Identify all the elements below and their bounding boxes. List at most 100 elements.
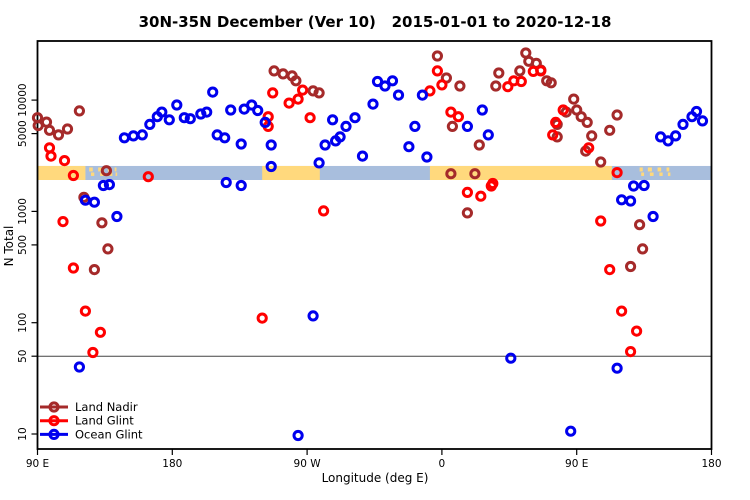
data-point: [219, 132, 231, 144]
data-point: [88, 264, 101, 276]
data-point: [677, 118, 689, 131]
map-band-land: [262, 165, 320, 180]
map-band-island: [649, 172, 654, 176]
data-point: [220, 176, 232, 189]
data-point: [431, 65, 443, 77]
data-point: [142, 171, 154, 183]
data-point: [670, 130, 682, 142]
x-tick-label: 90 E: [26, 458, 49, 470]
map-band-island: [100, 172, 104, 176]
data-point: [136, 129, 148, 141]
y-tick-label: 10: [17, 427, 29, 440]
data-point: [102, 243, 114, 255]
data-point: [514, 65, 526, 77]
data-point: [690, 105, 703, 118]
data-point: [611, 167, 623, 179]
data-point: [252, 104, 264, 117]
x-tick-label: 90 W: [294, 458, 322, 470]
data-point: [616, 305, 628, 317]
data-point: [313, 87, 325, 99]
data-point: [297, 84, 309, 96]
map-band-island: [109, 172, 113, 176]
data-point: [58, 155, 71, 167]
data-point: [156, 106, 168, 118]
data-point: [469, 168, 481, 180]
map-band-island: [647, 167, 652, 172]
chart-title: 30N-35N December (Ver 10) 2015-01-01 to …: [138, 13, 612, 31]
data-point: [290, 75, 302, 87]
y-tick-label: 500: [17, 235, 29, 255]
data-point: [403, 141, 415, 153]
data-point: [73, 105, 86, 117]
data-point: [445, 168, 457, 180]
data-point: [482, 129, 494, 141]
data-point: [473, 139, 485, 151]
map-band-island: [666, 167, 670, 172]
data-point: [431, 50, 443, 62]
data-point: [61, 123, 74, 135]
data-point: [265, 139, 277, 151]
data-point: [625, 195, 637, 207]
data-point: [485, 180, 497, 192]
y-tick-label: 10000: [17, 83, 29, 116]
data-point: [334, 131, 346, 143]
map-band-island: [657, 167, 662, 172]
map-band-island: [659, 172, 663, 176]
data-point: [611, 362, 623, 374]
y-tick-label: 50: [17, 350, 29, 363]
data-point: [595, 215, 607, 227]
data-point: [550, 116, 562, 129]
data-point: [547, 129, 559, 141]
data-point: [171, 99, 183, 111]
map-band-island: [89, 167, 93, 172]
data-point: [446, 120, 458, 133]
x-tick-label: 90 E: [565, 458, 588, 470]
y-tick-label: 100: [17, 313, 29, 333]
map-band-island: [641, 172, 645, 176]
data-point: [616, 194, 628, 206]
data-point: [349, 112, 361, 124]
data-point: [461, 186, 473, 198]
data-point: [265, 160, 277, 173]
data-point: [475, 190, 487, 202]
data-point: [535, 65, 547, 77]
legend-label: Land Glint: [75, 414, 134, 428]
y-tick-label: 5000: [17, 120, 29, 147]
x-tick-label: 180: [162, 458, 182, 470]
data-point: [340, 120, 352, 133]
data-point: [631, 325, 643, 337]
data-point: [268, 65, 280, 77]
data-point: [127, 130, 139, 142]
data-point: [545, 77, 557, 89]
data-point: [490, 80, 502, 92]
map-band-island: [115, 172, 118, 176]
map-band-land: [429, 165, 612, 180]
data-point: [452, 111, 464, 123]
data-point: [557, 104, 569, 116]
data-point: [195, 108, 207, 120]
data-point: [379, 80, 391, 92]
map-band-island: [114, 167, 117, 172]
data-point: [235, 138, 247, 150]
data-point: [454, 80, 466, 92]
data-point: [611, 109, 623, 121]
data-point: [97, 179, 110, 192]
data-point: [277, 68, 289, 80]
x-tick-label: 0: [439, 458, 446, 470]
data-point: [647, 210, 659, 223]
data-point: [88, 196, 101, 208]
data-point: [73, 361, 86, 373]
data-point: [583, 142, 595, 154]
data-point: [327, 114, 339, 126]
map-band-island: [639, 167, 643, 172]
data-point: [493, 67, 505, 79]
data-point: [595, 156, 607, 168]
data-point: [356, 150, 369, 162]
data-point: [445, 106, 457, 118]
data-point: [225, 104, 237, 116]
data-point: [625, 346, 637, 358]
data-point: [604, 124, 616, 136]
data-point: [256, 312, 268, 324]
